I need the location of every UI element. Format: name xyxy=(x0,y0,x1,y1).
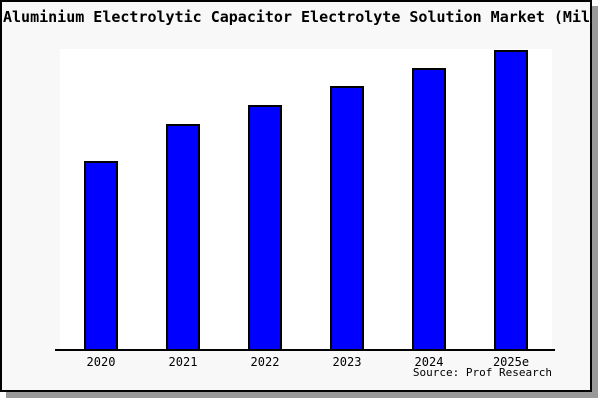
x-tick-label-2025e: 2025e xyxy=(492,355,530,369)
x-tick-label-2022: 2022 xyxy=(250,355,280,369)
bar-2020 xyxy=(84,161,118,349)
bar-2021 xyxy=(166,124,200,349)
bar-2025e xyxy=(494,50,528,349)
x-axis-tick-labels: 2020 2021 2022 2023 2024 2025e xyxy=(60,355,552,371)
plot-area xyxy=(60,49,552,349)
x-tick-label-2023: 2023 xyxy=(332,355,362,369)
x-tick-label-2024: 2024 xyxy=(414,355,444,369)
chart-title: Aluminium Electrolytic Capacitor Electro… xyxy=(3,8,592,26)
x-tick-label-2021: 2021 xyxy=(168,355,198,369)
x-tick-label-2020: 2020 xyxy=(86,355,116,369)
chart-card: Aluminium Electrolytic Capacitor Electro… xyxy=(0,0,592,392)
bar-2024 xyxy=(412,68,446,349)
bar-2022 xyxy=(248,105,282,349)
x-axis-line xyxy=(55,349,555,351)
source-credit: Source: Prof Research xyxy=(412,366,552,379)
bar-2023 xyxy=(330,86,364,349)
